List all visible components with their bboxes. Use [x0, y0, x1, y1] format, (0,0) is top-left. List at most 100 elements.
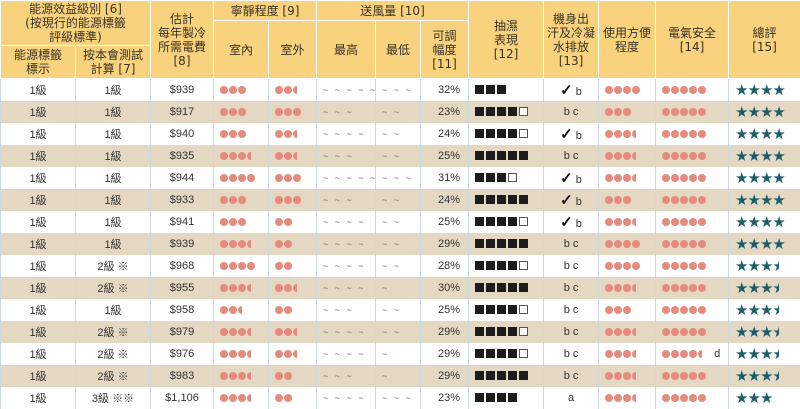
ease-dot	[623, 393, 632, 402]
check-icon: ✓	[560, 169, 573, 187]
elec-dot	[689, 305, 698, 314]
elec-dot	[680, 327, 689, 336]
dehumidify-square	[486, 195, 496, 205]
cost: $935	[150, 144, 214, 167]
airflow-min: ~ ~	[375, 144, 421, 167]
half-star-icon: ★	[772, 279, 780, 297]
star-icon: ★	[747, 235, 760, 253]
outdoor-dot	[293, 151, 297, 160]
dehumidify-square	[519, 305, 529, 315]
ease-dot	[614, 305, 623, 314]
test-grade: 1級	[75, 122, 151, 145]
dehumidify	[468, 210, 544, 233]
elec-dot	[662, 239, 671, 248]
dehumidify-square	[497, 151, 507, 161]
airflow-min: ~ ~	[375, 320, 421, 343]
indoor-dot	[229, 217, 237, 226]
airflow-range: 25%	[420, 298, 469, 321]
elec-dot	[689, 151, 698, 160]
header-label-grade: 能源標籤 標示	[0, 45, 76, 79]
min-tildes: ~ ~	[382, 194, 402, 205]
dehumidify-square	[475, 393, 485, 403]
elec-dot	[698, 195, 707, 204]
min-tildes: ~ ~	[382, 106, 402, 117]
table-row: 1級 1級 $958 ~ ~ ~ ~ ~25% b c ★★★★	[0, 298, 800, 321]
test-grade: 2級 ※	[75, 364, 151, 387]
star-icon: ★	[759, 279, 773, 297]
ease	[598, 166, 656, 189]
elec-dot	[689, 327, 698, 336]
outdoor-quiet	[267, 100, 317, 123]
dehumidify-square	[486, 85, 496, 95]
airflow-max: ~ ~ ~ ~	[316, 210, 376, 233]
indoor-quiet	[213, 122, 269, 145]
min-tildes: ~	[382, 348, 390, 359]
ease-dot	[632, 261, 641, 270]
ease	[598, 364, 656, 387]
label-grade: 1級	[0, 188, 76, 211]
ease-dot	[614, 85, 623, 94]
elec-dot	[662, 195, 671, 204]
max-tildes: ~ ~ ~	[323, 106, 354, 117]
star-icon: ★	[735, 257, 748, 275]
airflow-range: 23%	[420, 100, 469, 123]
ease-dot	[632, 371, 637, 380]
elec-dot	[671, 217, 680, 226]
ease	[598, 386, 656, 409]
label-grade: 1級	[0, 298, 76, 321]
ease-dot	[614, 195, 623, 204]
outdoor-dot	[293, 283, 297, 292]
label-grade: 1級	[0, 78, 76, 101]
dehumidify	[468, 276, 544, 299]
sweat-note: b c	[563, 325, 579, 338]
sweat: ✓ b	[543, 210, 599, 233]
star-icon: ★	[747, 389, 760, 407]
overall-stars: ★★★★	[728, 100, 800, 123]
overall-stars: ★★★★	[728, 232, 800, 255]
sweat: ✓ b	[543, 78, 599, 101]
test-grade: 2級 ※	[75, 342, 151, 365]
indoor-dot	[229, 349, 237, 358]
star-icon: ★	[747, 279, 760, 297]
table-row: 1級 1級 $939 ~ ~ ~ ~ ~ ~ ~ ~32% ✓ b ★★★★	[0, 78, 800, 101]
airflow-range: 25%	[420, 210, 469, 233]
indoor-quiet	[213, 276, 269, 299]
dehumidify-square	[475, 327, 485, 337]
outdoor-dot	[284, 327, 292, 336]
max-tildes: ~ ~ ~ ~	[323, 260, 366, 271]
electrical-safety	[655, 386, 729, 409]
outdoor-dot	[275, 305, 283, 314]
ease-dot	[605, 151, 614, 160]
elec-dot	[698, 85, 707, 94]
elec-dot	[662, 107, 671, 116]
star-icon: ★	[735, 125, 748, 143]
outdoor-quiet	[267, 276, 317, 299]
indoor-dot	[220, 393, 228, 402]
elec-dot	[689, 239, 698, 248]
star-icon: ★	[759, 125, 773, 143]
ease-dot	[614, 107, 623, 116]
header-outdoor: 室外	[267, 20, 318, 79]
elec-dot	[689, 393, 698, 402]
ease-dot	[605, 327, 614, 336]
label-grade: 1級	[0, 232, 76, 255]
elec-dot	[671, 327, 680, 336]
ease-dot	[614, 129, 623, 138]
ease-dot	[632, 173, 637, 182]
electrical-safety	[655, 78, 729, 101]
outdoor-quiet	[267, 188, 317, 211]
ease-dot	[623, 283, 632, 292]
max-tildes: ~ ~ ~ ~	[323, 282, 366, 293]
airflow-range: 25%	[420, 144, 469, 167]
min-tildes: ~ ~	[382, 238, 402, 249]
dehumidify-square	[486, 261, 496, 271]
ease	[598, 78, 656, 101]
elec-note: d	[714, 347, 721, 360]
indoor-dot	[220, 327, 228, 336]
cost: $939	[150, 232, 214, 255]
overall-stars: ★★★★	[728, 210, 800, 233]
sweat: b c	[543, 320, 599, 343]
dehumidify-square	[497, 283, 507, 293]
test-grade: 1級	[75, 100, 151, 123]
